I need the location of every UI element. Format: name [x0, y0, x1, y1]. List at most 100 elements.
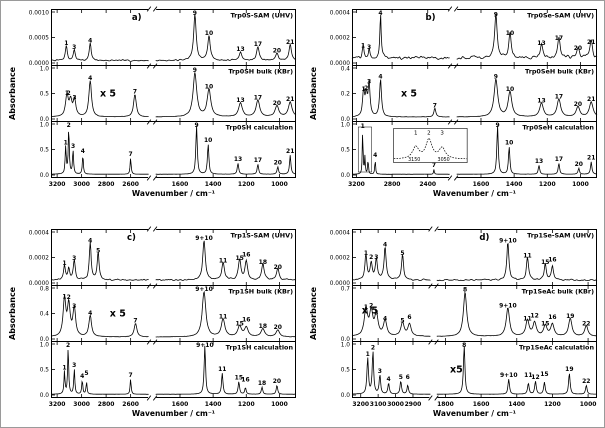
svg-text:0.0: 0.0: [40, 173, 50, 179]
svg-text:4: 4: [88, 38, 92, 45]
svg-text:9+10: 9+10: [196, 342, 214, 349]
svg-text:3: 3: [367, 79, 371, 86]
svg-text:20: 20: [574, 45, 582, 52]
svg-text:13: 13: [236, 46, 244, 53]
svg-text:20: 20: [274, 160, 282, 167]
svg-text:3000: 3000: [387, 401, 404, 408]
svg-text:0.0004: 0.0004: [330, 11, 351, 17]
svg-text:3150: 3150: [408, 157, 420, 163]
panel-d: Absorbance 0.0004 0.0002 0.0000 1 2 3 4 5 9+10 11…: [308, 226, 598, 419]
svg-text:0.5: 0.5: [341, 148, 351, 154]
svg-text:8: 8: [463, 287, 467, 294]
svg-text:20: 20: [273, 100, 281, 107]
svg-text:0.5: 0.5: [341, 368, 351, 374]
svg-text:20: 20: [574, 101, 582, 108]
svg-text:9: 9: [193, 67, 197, 74]
plot-column-b: 0.0004 0.0002 0.0000 1 3 4 9 10 13 17 20 21 Trp0Se-S…: [319, 6, 598, 199]
svg-text:Trp0SeH calculation: Trp0SeH calculation: [522, 124, 594, 132]
svg-text:13: 13: [537, 40, 545, 47]
svg-text:9: 9: [494, 74, 498, 81]
svg-text:7: 7: [432, 162, 436, 169]
svg-text:10: 10: [205, 30, 213, 37]
x-axis-ticks-d: 3200 3100 3000 2900 1800 1600 1400 1200 1000: [352, 401, 597, 408]
x-axis-ticks-c: 3200 3000 2800 2600 1600 1400 1200 1000: [49, 401, 288, 408]
x-axis-title-b: Wavenumber / cm⁻¹: [432, 189, 517, 198]
svg-text:1: 1: [361, 43, 365, 50]
svg-text:1200: 1200: [238, 401, 255, 408]
svg-text:1000: 1000: [271, 401, 288, 408]
svg-text:0.0010: 0.0010: [29, 11, 50, 17]
svg-text:7: 7: [129, 372, 133, 379]
svg-text:Trp0Se-SAM (UHV): Trp0Se-SAM (UHV): [527, 12, 594, 20]
svg-text:3: 3: [374, 310, 378, 317]
svg-text:1: 1: [366, 351, 370, 358]
svg-text:1000: 1000: [271, 181, 288, 188]
svg-text:22: 22: [582, 320, 590, 327]
svg-text:7: 7: [133, 317, 137, 324]
svg-text:Trp1SeAc bulk (KBr): Trp1SeAc bulk (KBr): [522, 288, 594, 296]
svg-text:1600: 1600: [172, 401, 189, 408]
svg-text:0.0: 0.0: [40, 393, 50, 399]
svg-text:15: 15: [540, 371, 548, 378]
svg-text:9+10: 9+10: [500, 372, 518, 379]
svg-text:4: 4: [88, 310, 92, 317]
svg-text:3: 3: [374, 254, 378, 261]
plot-trp0se-sam-uhv: 0.0004 0.0002 0.0000 1 3 4 9 10 13 17 20 21 Trp0Se-S…: [330, 6, 598, 69]
svg-text:21: 21: [587, 39, 595, 46]
svg-text:0.0: 0.0: [40, 117, 50, 123]
svg-text:7: 7: [433, 102, 437, 109]
svg-text:10: 10: [505, 140, 513, 147]
svg-text:21: 21: [286, 96, 294, 103]
svg-text:11: 11: [219, 314, 227, 321]
svg-text:3: 3: [72, 44, 76, 51]
svg-text:6: 6: [406, 374, 410, 381]
svg-text:19: 19: [565, 366, 573, 373]
svg-text:5: 5: [399, 374, 403, 381]
svg-text:0.0005: 0.0005: [29, 36, 50, 42]
svg-text:4: 4: [386, 376, 390, 383]
svg-text:1: 1: [65, 90, 69, 97]
svg-text:1: 1: [64, 140, 68, 147]
svg-text:4: 4: [378, 10, 382, 17]
svg-text:4: 4: [88, 238, 92, 245]
svg-text:x 5: x 5: [401, 88, 417, 99]
panel-a: Absorbance 0.0010 0.0005 0.0000 1 3 4 9 10 13 17 2…: [7, 6, 297, 199]
svg-text:3200: 3200: [348, 181, 365, 188]
svg-text:15: 15: [235, 320, 243, 327]
svg-text:3: 3: [367, 44, 371, 51]
svg-text:7: 7: [133, 89, 137, 96]
svg-text:17: 17: [254, 157, 262, 164]
svg-text:c): c): [127, 233, 136, 243]
svg-text:12: 12: [531, 374, 539, 381]
svg-text:1: 1: [62, 365, 66, 372]
svg-text:16: 16: [548, 314, 556, 321]
svg-text:1000: 1000: [580, 401, 597, 408]
svg-text:3100: 3100: [370, 401, 387, 408]
svg-text:11: 11: [523, 253, 531, 260]
svg-text:1.0: 1.0: [40, 67, 50, 73]
svg-text:15: 15: [235, 255, 243, 262]
svg-text:Trp1SeAc calculation: Trp1SeAc calculation: [519, 344, 594, 352]
svg-text:3050: 3050: [438, 157, 450, 163]
svg-text:15: 15: [541, 259, 549, 266]
svg-text:17: 17: [555, 94, 563, 101]
svg-text:9: 9: [494, 11, 498, 18]
svg-text:Trp0S-SAM (UHV): Trp0S-SAM (UHV): [230, 12, 293, 20]
svg-text:1800: 1800: [437, 401, 454, 408]
svg-text:0.0000: 0.0000: [29, 281, 50, 287]
svg-text:x 5: x 5: [100, 88, 116, 99]
svg-text:1400: 1400: [506, 181, 523, 188]
svg-text:2400: 2400: [419, 181, 436, 188]
svg-text:1600: 1600: [172, 181, 189, 188]
svg-text:0.0002: 0.0002: [29, 256, 50, 262]
svg-text:3: 3: [378, 368, 382, 375]
svg-text:2: 2: [67, 90, 71, 97]
svg-text:13: 13: [537, 97, 545, 104]
svg-text:1400: 1400: [508, 401, 525, 408]
svg-text:1: 1: [62, 294, 66, 301]
x-axis-title-a: Wavenumber / cm⁻¹: [131, 189, 216, 198]
svg-text:4: 4: [81, 148, 85, 155]
svg-text:2900: 2900: [405, 401, 422, 408]
